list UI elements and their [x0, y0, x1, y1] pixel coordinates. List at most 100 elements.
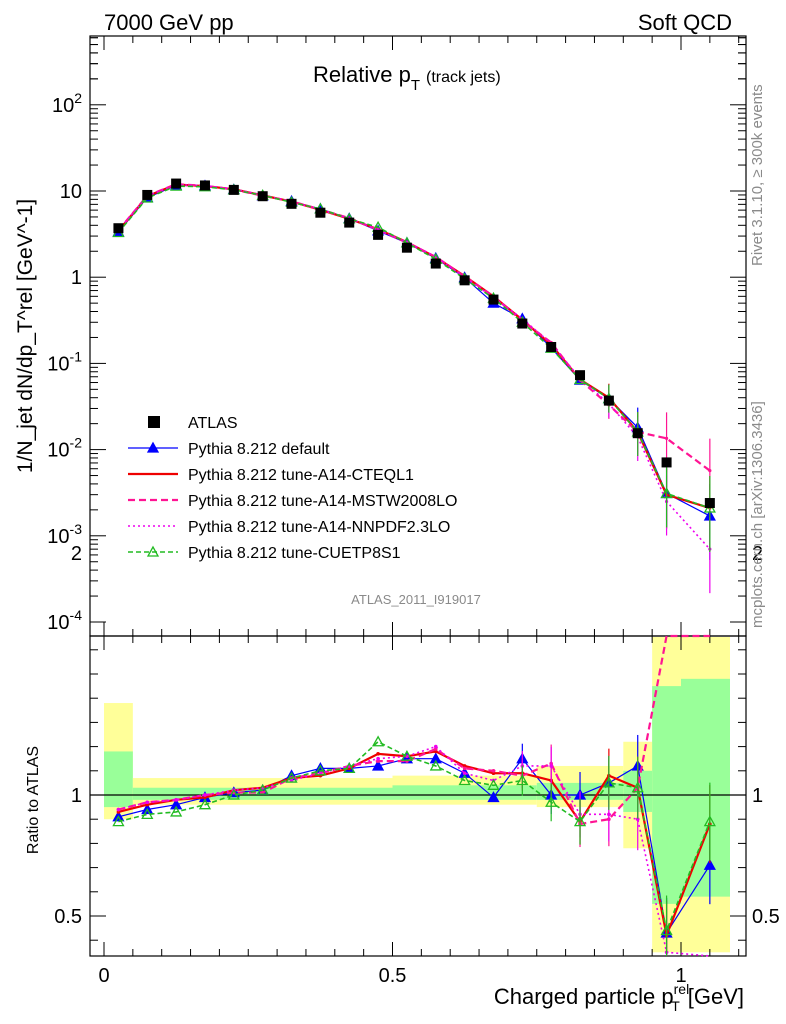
y-axis-label: 1/N_jet dN/dp_T^rel [GeV^-1] — [14, 199, 37, 473]
ratio-point — [285, 771, 298, 783]
legend-marker-atlas — [148, 416, 160, 428]
series-point — [708, 469, 712, 473]
x-tick-label: 0 — [98, 965, 109, 987]
rivet-label: Rivet 3.1.10, ≥ 300k events — [749, 84, 766, 266]
atlas-data-point — [142, 189, 153, 200]
ratio-point — [376, 752, 380, 756]
ratio-band-green — [681, 678, 730, 897]
legend-label: ATLAS — [188, 415, 238, 432]
header-right: Soft QCD — [638, 10, 732, 35]
atlas-data-point — [632, 428, 643, 439]
ratio-point — [318, 771, 323, 776]
y-tick-label: 10 — [60, 181, 82, 203]
ratio-point — [170, 798, 183, 810]
series-line-2 — [117, 183, 711, 510]
atlas-data-point — [517, 318, 528, 329]
ratio-line-4 — [118, 740, 711, 934]
ratio-point — [631, 781, 644, 793]
ratio-tick-label-right: 1 — [752, 785, 763, 807]
ratio-point — [256, 783, 269, 795]
atlas-data-point — [228, 184, 239, 195]
header-left: 7000 GeV pp — [104, 10, 234, 35]
atlas-data-point — [373, 229, 384, 240]
y-tick-label: 102 — [52, 90, 82, 117]
atlas-data-point — [113, 223, 124, 234]
legend-label: Pythia 8.212 tune-A14-CTEQL1 — [188, 467, 414, 484]
legend: ATLAS Pythia 8.212 default Pythia 8.212 tu… — [128, 415, 457, 562]
ratio-point — [198, 798, 212, 810]
ratio-point — [376, 756, 380, 761]
atlas-data-point — [661, 457, 672, 468]
legend-label: Pythia 8.212 tune-A14-MSTW2008LO — [188, 493, 457, 510]
ratio-point — [429, 759, 442, 771]
series-point — [664, 436, 669, 440]
atlas-data-point — [488, 294, 499, 305]
analysis-watermark: ATLAS_2011_I919017 — [351, 592, 481, 607]
ratio-point — [703, 815, 716, 827]
legend-label: Pythia 8.212 tune-A14-NNPDF2.3LO — [188, 519, 450, 536]
ratio-tick-label: 2 — [71, 543, 82, 565]
ratio-point — [227, 788, 240, 800]
ratio-axis-ticks: 0 0.5 1 0.5 0.5 1 1 2 2 — [54, 543, 780, 987]
legend-label: Pythia 8.212 default — [188, 441, 330, 458]
ratio-tick-label-right: 2 — [752, 543, 763, 565]
main-series-group — [112, 178, 716, 594]
ratio-line-3 — [118, 745, 710, 957]
ratio-point — [607, 812, 611, 817]
ratio-point — [141, 808, 154, 820]
ratio-point — [343, 762, 356, 774]
ratio-point — [170, 805, 183, 817]
y-tick-label: 1 — [71, 267, 82, 289]
ratio-point — [545, 795, 558, 807]
ratio-point — [487, 791, 500, 803]
ratio-series-group — [112, 634, 716, 957]
ratio-point — [660, 924, 673, 936]
atlas-data-point — [344, 217, 355, 228]
ratio-point — [491, 769, 496, 773]
atlas-data-point — [257, 191, 268, 202]
ratio-point — [203, 793, 207, 797]
mcplots-label: mcplots.cern.ch [arXiv:1306.3436] — [749, 401, 766, 628]
ratio-point — [703, 858, 716, 870]
ratio-point — [458, 774, 471, 786]
ratio-point — [289, 778, 294, 783]
ratio-tick-label-right: 0.5 — [752, 906, 780, 928]
atlas-data-point — [286, 198, 297, 209]
ratio-panel-frame — [89, 635, 747, 957]
ratio-tick-label: 0.5 — [54, 906, 82, 928]
ratio-point — [429, 752, 442, 764]
ratio-point — [516, 774, 529, 786]
main-axis-ticks: 10-4 10-3 10-2 10-1 1 10 102 — [47, 36, 746, 636]
ratio-point — [462, 766, 467, 771]
atlas-data-point — [603, 395, 614, 406]
y-tick-label: 10-2 — [47, 435, 82, 462]
ratio-point — [487, 778, 500, 790]
legend-marker — [146, 441, 160, 453]
ratio-point — [371, 735, 385, 747]
ratio-band-green — [104, 751, 133, 808]
y-tick-label: 10-1 — [47, 348, 82, 375]
ratio-point — [433, 744, 438, 749]
chart-title: Relative pT (track jets) — [313, 62, 501, 94]
ratio-point — [400, 749, 414, 761]
y-tick-label: 10-3 — [47, 521, 82, 548]
x-tick-label: 0.5 — [379, 965, 407, 987]
ratio-point — [549, 764, 553, 768]
series-line-5 — [117, 185, 711, 509]
ratio-y-axis-label: Ratio to ATLAS — [25, 746, 42, 854]
ratio-point — [635, 817, 640, 821]
ratio-tick-label: 1 — [71, 785, 82, 807]
atlas-data-point — [575, 370, 586, 381]
ratio-point — [112, 815, 125, 827]
ratio-point — [314, 764, 327, 776]
atlas-data-point — [171, 178, 182, 189]
atlas-data-point — [430, 258, 441, 269]
ratio-band-green — [392, 785, 537, 800]
series-point — [660, 487, 673, 499]
legend-label: Pythia 8.212 tune-CUETP8S1 — [188, 545, 401, 562]
ratio-point — [174, 798, 178, 802]
atlas-data-point — [401, 242, 412, 253]
atlas-data-point — [546, 341, 557, 352]
atlas-data-point — [199, 180, 210, 191]
